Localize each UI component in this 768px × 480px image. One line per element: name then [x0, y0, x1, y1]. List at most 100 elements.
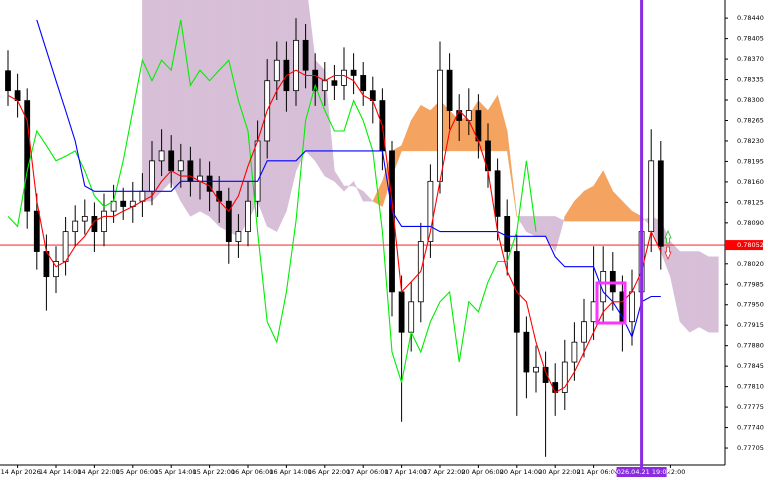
candle-body — [398, 291, 405, 333]
candle-body — [360, 75, 367, 92]
candle-body — [657, 160, 664, 247]
cloud-segment — [362, 190, 374, 202]
price-label-bg — [725, 240, 763, 251]
candle-body — [216, 190, 223, 202]
cloud-segment — [506, 130, 518, 217]
candle-body — [149, 160, 155, 192]
candle-body — [177, 160, 184, 172]
candle-body — [293, 39, 299, 92]
candle-body — [504, 216, 511, 252]
x-tick-label: 20 Apr 06:00 — [461, 468, 503, 476]
cloud-segment — [228, 0, 239, 237]
y-tick-label: 0.78125 — [737, 198, 764, 206]
candle-body — [245, 200, 251, 233]
x-tick-label: 15 Apr 06:00 — [116, 468, 158, 476]
y-tick-label: 0.78090 — [737, 219, 764, 227]
candle-body — [62, 231, 69, 262]
cloud-segment — [698, 251, 710, 333]
cloud-segment — [689, 251, 700, 333]
cloud-segment — [583, 185, 594, 222]
candle-body — [581, 321, 587, 343]
candle-body — [542, 366, 549, 383]
y-tick-label: 0.77845 — [737, 362, 764, 370]
candle-body — [494, 170, 501, 217]
candle-body — [168, 150, 175, 172]
candle-body — [408, 301, 415, 333]
cloud-segment — [679, 251, 690, 333]
cloud-segment — [708, 256, 719, 333]
candle-body — [437, 69, 443, 182]
y-tick-label: 0.78370 — [737, 55, 764, 63]
price-label: 0.78052 — [737, 241, 764, 249]
indicator-line — [7, 69, 662, 394]
y-tick-label: 0.77915 — [737, 321, 764, 329]
x-tick-label: 14 Apr 14:00 — [39, 468, 81, 476]
candle-body — [446, 69, 453, 111]
x-tick-label: 15 Apr 22:00 — [193, 468, 235, 476]
candle-body — [72, 220, 79, 233]
candle-body — [427, 180, 434, 242]
x-tick-label: 16 Apr 14:00 — [269, 468, 311, 476]
cloud-segment — [209, 0, 220, 227]
candle-body — [120, 200, 127, 207]
cursor-label-bg — [616, 467, 667, 477]
candle-body — [321, 80, 328, 92]
y-tick-label: 0.78160 — [737, 178, 764, 186]
indicator-line — [36, 19, 661, 339]
candle-body — [5, 70, 11, 92]
y-tick-label: 0.78020 — [737, 260, 764, 268]
x-tick-label: 17 Apr 22:00 — [423, 468, 465, 476]
x-tick-label: 20 Apr 14:00 — [500, 468, 542, 476]
x-tick-label: 16 Apr 06:00 — [231, 468, 273, 476]
x-tick-label: 14 Apr 2026 — [1, 468, 41, 476]
x-tick-label: 16 Apr 22:00 — [308, 468, 350, 476]
x-tick-label: 15 Apr 14:00 — [154, 468, 196, 476]
x-tick-label: 17 Apr 14:00 — [385, 468, 427, 476]
candle-body — [629, 291, 635, 323]
candle-body — [24, 100, 31, 212]
plot-area — [0, 0, 725, 457]
y-tick-label: 0.77985 — [737, 280, 764, 288]
x-tick-label: 20 Apr 22:00 — [538, 468, 580, 476]
x-tick-label: 17 Apr 06:00 — [346, 468, 388, 476]
x-tick-label: 14 Apr 22:00 — [77, 468, 119, 476]
candle-body — [523, 331, 530, 373]
candle-body — [533, 366, 539, 373]
cloud-segment — [190, 0, 201, 217]
y-tick-label: 0.77880 — [737, 342, 764, 350]
cloud-segment — [161, 0, 172, 192]
cloud-segment — [142, 0, 153, 202]
candle-body — [158, 150, 165, 162]
y-tick-label: 0.78405 — [737, 35, 764, 43]
cloud-segment — [276, 0, 287, 232]
candle-body — [302, 39, 309, 71]
candle-body — [590, 301, 597, 323]
candle-body — [254, 140, 261, 202]
candle-body — [53, 261, 59, 278]
cloud-segment — [218, 0, 230, 233]
y-tick-label: 0.77810 — [737, 383, 764, 391]
y-tick-label: 0.77950 — [737, 301, 764, 309]
candle-body — [101, 210, 107, 233]
cursor-label: 2026.04.21 19:00 — [613, 468, 671, 476]
candle-body — [571, 341, 578, 363]
candle-body — [81, 216, 88, 222]
buy-arrow — [664, 229, 672, 244]
y-tick-label: 0.78300 — [737, 96, 764, 104]
y-tick-label: 0.78335 — [737, 76, 764, 84]
candle-body — [648, 160, 655, 233]
y-tick-label: 0.78440 — [737, 14, 764, 22]
candle-body — [273, 59, 280, 82]
candle-body — [312, 69, 319, 92]
y-tick-label: 0.78195 — [737, 157, 764, 165]
candle-body — [235, 231, 242, 242]
y-tick-label: 0.77705 — [737, 444, 764, 452]
cloud-segment — [458, 115, 470, 152]
y-tick-label: 0.77775 — [737, 403, 764, 411]
cloud-segment — [238, 0, 249, 238]
candle-body — [225, 200, 232, 242]
candle-body — [33, 210, 40, 252]
highlight-box — [595, 281, 627, 325]
